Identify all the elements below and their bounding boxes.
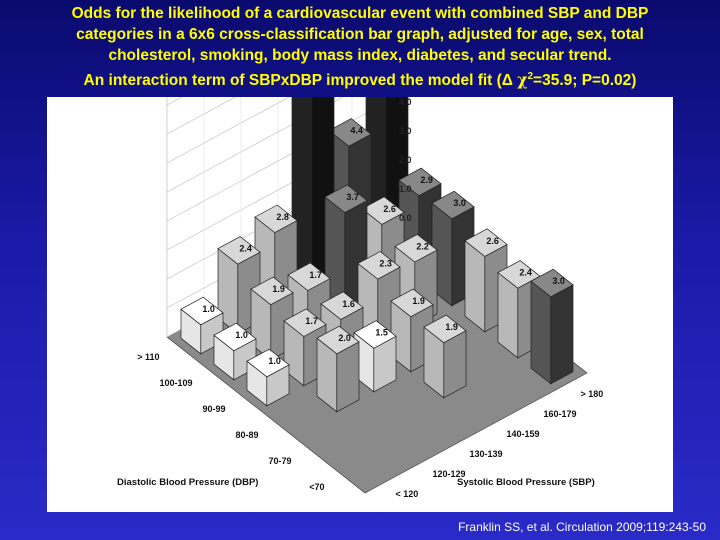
bar-value-label: 3.7	[346, 192, 359, 202]
bar-top-face	[246, 348, 290, 378]
bar-top-face	[217, 236, 261, 265]
bar-value-label: 1.5	[375, 328, 388, 338]
chi-symbol: χ	[517, 70, 528, 90]
bar-value-label: 2.6	[486, 236, 499, 246]
bar-value-label: 3.0	[552, 276, 565, 286]
bar-top-face	[431, 190, 475, 220]
z-tick-label: 4.0	[399, 97, 412, 107]
bar-top-face	[353, 320, 397, 349]
bar-top-face	[180, 296, 224, 326]
chart-bars: 9.04.42.97.72.63.02.83.72.22.62.41.72.32…	[180, 97, 574, 413]
sbp-tick-label: 160-179	[544, 409, 577, 419]
bar-value-label: 2.9	[420, 175, 433, 185]
bar-top-face	[283, 308, 327, 337]
citation: Franklin SS, et al. Circulation 2009;119…	[458, 520, 706, 534]
bar: 1.5	[353, 320, 397, 393]
dbp-tick-label: 70-79	[268, 456, 291, 466]
bar-value-label: 1.6	[342, 299, 355, 309]
y-axis-label: Systolic Blood Pressure (SBP)	[457, 477, 595, 488]
bar-value-label: 2.0	[338, 333, 351, 343]
sbp-tick-label: < 120	[396, 489, 419, 499]
bar-top-face	[324, 184, 368, 213]
chart-figure: 9.04.42.97.72.63.02.83.72.22.62.41.72.32…	[47, 97, 673, 512]
bar-value-label: 1.9	[412, 296, 425, 306]
bar-top-face	[287, 262, 331, 291]
z-tick-label: 0.0	[399, 213, 412, 223]
bar-top-face	[361, 196, 405, 225]
title-line-4-end: =35.9; P=0.02)	[533, 72, 637, 90]
bar-value-label: 1.7	[309, 270, 322, 280]
bar-top-face	[320, 291, 364, 320]
title-line-4: An interaction term of SBPxDBP improved …	[0, 66, 720, 91]
slide-title: Odds for the likelihood of a cardiovascu…	[0, 3, 720, 91]
z-tick-label: 3.0	[399, 126, 412, 136]
sbp-tick-label: > 180	[581, 389, 604, 399]
title-line-4-text: An interaction term of SBPxDBP improved …	[83, 72, 518, 90]
bar-top-face	[254, 204, 298, 234]
bar-value-label: 1.9	[272, 284, 285, 294]
bar-top-face	[357, 251, 401, 280]
dbp-tick-label: 90-99	[202, 404, 225, 414]
title-line-3: cholesterol, smoking, body mass index, d…	[108, 47, 612, 64]
bar-top-face	[328, 118, 372, 147]
bar-top-face	[530, 268, 574, 298]
title-line-2: categories in a 6x6 cross-classification…	[76, 26, 644, 43]
bar-top-face	[423, 314, 467, 344]
bar: 3.0	[530, 268, 574, 385]
bar-value-label: 2.8	[276, 212, 289, 222]
bar: 2.0	[316, 325, 360, 413]
bar-top-face	[390, 288, 434, 318]
z-tick-label: 2.0	[399, 155, 412, 165]
bar-top-face	[398, 167, 442, 197]
bar-value-label: 2.6	[383, 204, 396, 214]
bar-chart-3d: 9.04.42.97.72.63.02.83.72.22.62.41.72.32…	[117, 97, 603, 499]
bar-value-label: 1.0	[202, 304, 215, 314]
bar-top-face	[464, 228, 508, 257]
bar-value-label: 2.4	[239, 244, 252, 254]
sbp-tick-label: 120-129	[433, 469, 466, 479]
bar: 1.0	[213, 322, 257, 381]
bar-front-face	[550, 284, 574, 385]
sbp-tick-label: 140-159	[507, 429, 540, 439]
bar-top-face	[213, 322, 257, 352]
chi-superscript: 2	[527, 71, 534, 82]
bar-value-label: 1.7	[305, 316, 318, 326]
bar-top-face	[316, 325, 360, 355]
bar-value-label: 1.0	[235, 330, 248, 340]
z-tick-label: 1.0	[399, 184, 412, 194]
bar: 1.0	[246, 348, 290, 407]
sbp-tick-label: 130-139	[470, 449, 503, 459]
title-line-1: Odds for the likelihood of a cardiovascu…	[71, 5, 649, 22]
bar-value-label: 3.0	[453, 198, 466, 208]
dbp-tick-label: 100-109	[159, 378, 192, 388]
dbp-tick-label: > 110	[137, 352, 159, 362]
bar-value-label: 2.2	[416, 241, 429, 251]
bar-left-face	[530, 280, 552, 385]
bar-value-label: 1.9	[445, 322, 458, 332]
bar: 1.9	[423, 314, 467, 399]
bar-value-label: 4.4	[350, 126, 363, 136]
bar-top-face	[250, 276, 294, 306]
dbp-tick-label: <70	[309, 482, 324, 492]
bar-top-face	[394, 233, 438, 263]
bar-value-label: 1.0	[268, 356, 281, 366]
bar-value-label: 2.3	[379, 259, 392, 269]
dbp-tick-label: 80-89	[235, 430, 258, 440]
x-axis-label: Diastolic Blood Pressure (DBP)	[117, 477, 258, 488]
chart-labels: 0.01.02.03.04.05.06.07.08.09.010.0Odds R…	[117, 97, 603, 499]
bar-value-label: 2.4	[519, 268, 532, 278]
